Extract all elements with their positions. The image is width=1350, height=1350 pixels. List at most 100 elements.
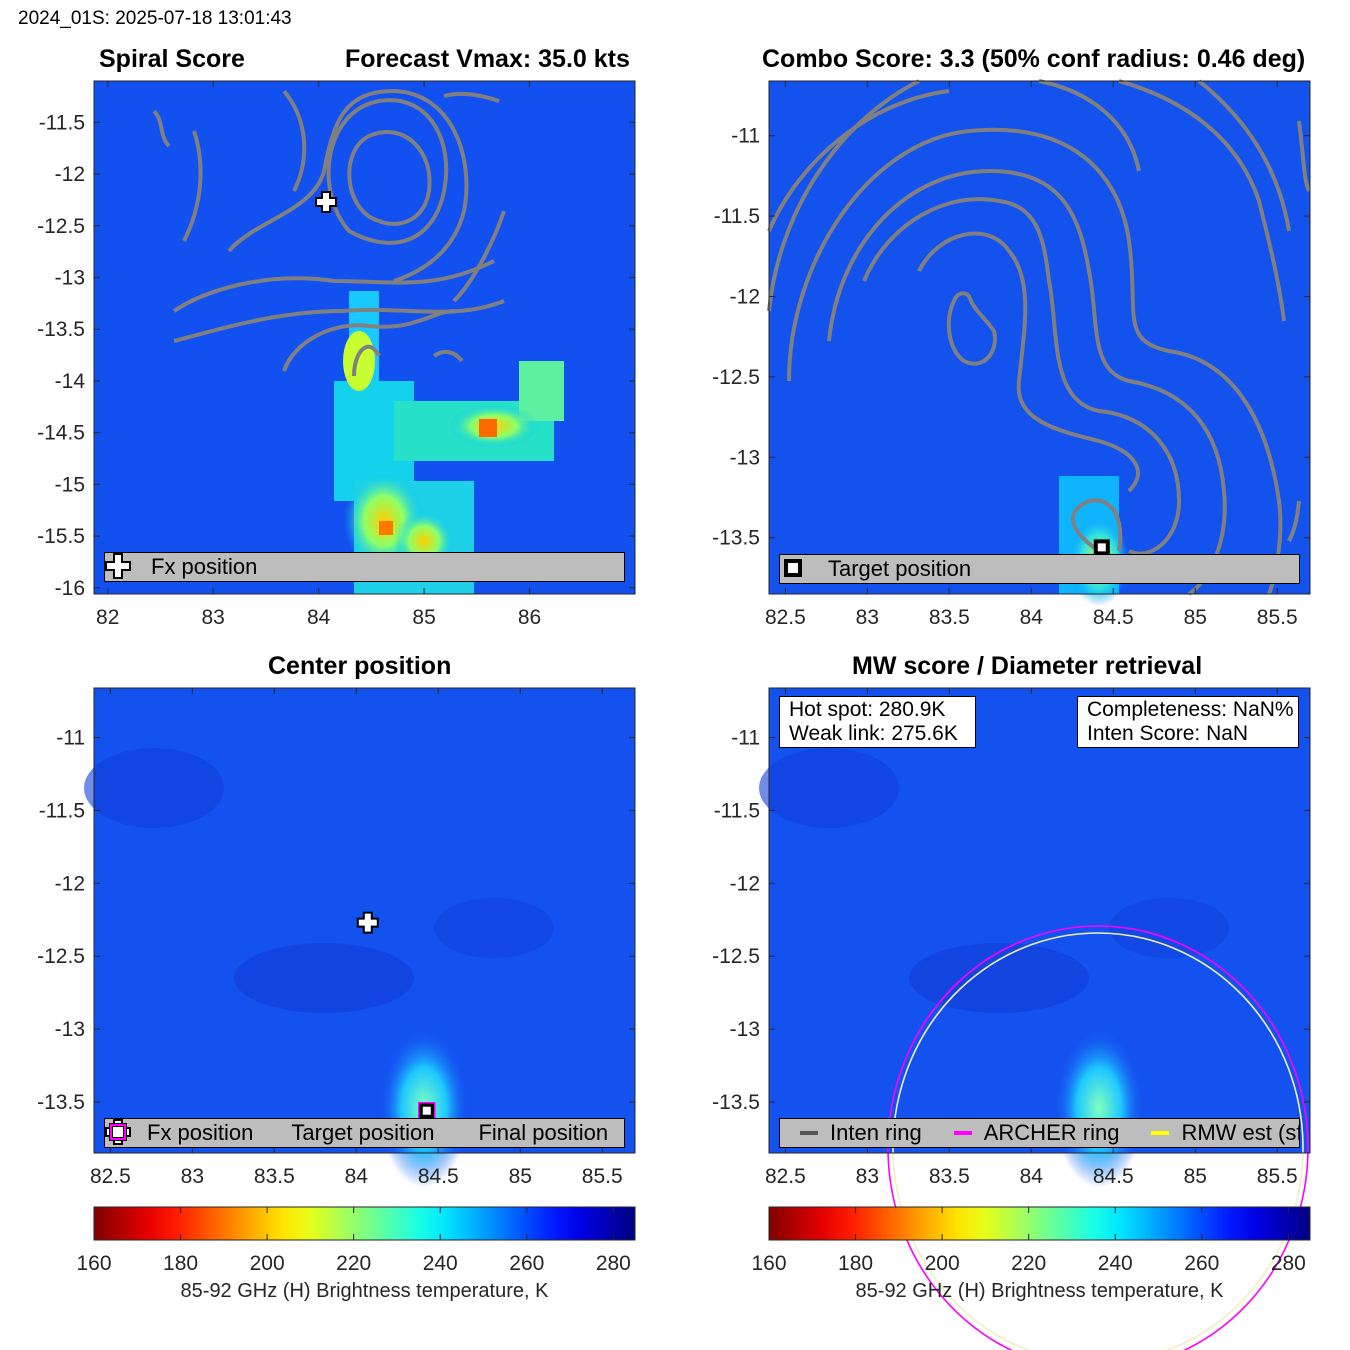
spiral-title-right: Forecast Vmax: 35.0 kts <box>345 45 630 73</box>
legend-entry-fx: Fx position <box>105 1119 254 1147</box>
combo-xtick-label: 84.5 <box>1093 606 1134 629</box>
mw-ytick-label: -12.5 <box>712 945 760 968</box>
combo-legend: Target position <box>779 554 1300 584</box>
colorbar-tick-label: 180 <box>163 1252 198 1275</box>
spiral-ytick-label: -11.5 <box>39 111 85 134</box>
mw-xtick-label: 85.5 <box>1257 1165 1298 1188</box>
combo-score-svg <box>767 79 1311 606</box>
mw-score-svg <box>759 688 1310 1350</box>
center-xtick-label: 82.5 <box>90 1165 131 1188</box>
mw-info-left: Hot spot: 280.9K Weak link: 275.6K <box>779 696 976 748</box>
combo-xtick-label: 83 <box>856 606 879 629</box>
center-ytick-label: -12 <box>55 872 85 895</box>
colorbar-tick-label: 260 <box>509 1252 544 1275</box>
combo-xtick-label: 84 <box>1020 606 1044 629</box>
colorbar-tick-label: 280 <box>596 1252 631 1275</box>
spiral-score-svg <box>94 81 635 594</box>
center-position-plot: Fx position Target position Final positi… <box>84 688 635 1188</box>
center-legend: Fx position Target position Final positi… <box>104 1118 625 1148</box>
center-ytick-label: -13.5 <box>37 1091 85 1114</box>
combo-title: Combo Score: 3.3 (50% conf radius: 0.46 … <box>762 45 1306 73</box>
cross-icon <box>105 553 145 581</box>
spiral-title-left: Spiral Score <box>99 45 245 73</box>
legend-label-target: Target position <box>291 1120 435 1145</box>
colorbar-tick-label: 280 <box>1271 1252 1306 1275</box>
spiral-ytick-label: -14.5 <box>37 422 85 445</box>
weak-link-text: Weak link: 275.6K <box>789 722 958 745</box>
legend-entry-rmw: RMW est (sfc) <box>1141 1120 1299 1146</box>
mw-ytick-label: -11 <box>731 727 760 750</box>
combo-ytick-label: -12 <box>730 285 760 308</box>
mw-ytick-label: -12 <box>730 872 760 895</box>
colorbar-tick-label: 240 <box>1098 1252 1133 1275</box>
mw-xtick-label: 84 <box>1020 1165 1044 1188</box>
center-title: Center position <box>268 652 452 680</box>
mw-xtick-label: 82.5 <box>765 1165 806 1188</box>
completeness-text: Completeness: NaN% <box>1087 698 1294 721</box>
colorbar-tick-label: 200 <box>250 1252 285 1275</box>
spiral-xtick-label: 84 <box>307 606 331 629</box>
colorbar-gradient <box>768 1206 1311 1241</box>
combo-ytick-label: -13.5 <box>712 527 760 550</box>
legend-entry-archer: ARCHER ring <box>944 1120 1120 1146</box>
magenta-square-icon <box>110 1119 472 1147</box>
combo-ytick-label: -12.5 <box>712 366 760 389</box>
square-icon <box>784 555 820 583</box>
center-position-svg <box>84 688 635 1188</box>
spiral-legend: Fx position <box>104 552 625 582</box>
combo-target-marker <box>1093 539 1110 556</box>
legend-label-rmw: RMW est (sfc) <box>1181 1120 1299 1145</box>
figure-header: 2024_01S: 2025-07-18 13:01:43 <box>18 8 292 29</box>
mw-xtick-label: 83 <box>856 1165 879 1188</box>
center-ytick-label: -13 <box>55 1018 85 1041</box>
center-xtick-label: 85 <box>509 1165 532 1188</box>
legend-label-target: Target position <box>828 556 972 581</box>
hot-spot-text: Hot spot: 280.9K <box>789 698 946 721</box>
mw-ytick-label: -13.5 <box>712 1091 760 1114</box>
mw-info-right: Completeness: NaN% Inten Score: NaN <box>1077 696 1299 748</box>
target-square-icon <box>1093 539 1110 556</box>
spiral-ytick-label: -15.5 <box>37 525 85 548</box>
combo-xtick-label: 85 <box>1184 606 1207 629</box>
colorbar-right: 160 180 200 220 240 260 280 <box>751 1206 1311 1275</box>
legend-label-final: Final position <box>478 1120 609 1145</box>
spiral-ytick-label: -14 <box>55 370 86 393</box>
center-ytick-label: -12.5 <box>37 945 85 968</box>
colorbar-gradient <box>93 1206 636 1241</box>
combo-ytick-label: -11 <box>731 125 760 148</box>
colorbar-tick-label: 260 <box>1184 1252 1219 1275</box>
legend-entry-target: Target position <box>784 555 972 583</box>
colorbar-svg: 160 180 200 220 240 260 280 <box>751 1206 1311 1275</box>
mw-xtick-label: 83.5 <box>929 1165 970 1188</box>
colorbar-tick-label: 160 <box>751 1252 786 1275</box>
spiral-ytick-label: -13.5 <box>37 318 85 341</box>
combo-ytick-label: -13 <box>730 446 760 469</box>
colorbar-tick-label: 220 <box>1011 1252 1046 1275</box>
mw-legend: Inten ring ARCHER ring RMW est (sfc) <box>779 1118 1300 1148</box>
legend-label-archer: ARCHER ring <box>983 1120 1120 1145</box>
center-xtick-label: 85.5 <box>582 1165 623 1188</box>
center-ytick-label: -11 <box>56 727 85 750</box>
center-xtick-label: 84 <box>345 1165 369 1188</box>
mw-score-plot: Hot spot: 280.9K Weak link: 275.6K Compl… <box>759 688 1310 1350</box>
center-xtick-label: 83 <box>181 1165 204 1188</box>
yellow-line-icon <box>1151 1131 1170 1135</box>
combo-score-plot: Target position <box>767 79 1311 606</box>
spiral-score-plot: Fx position <box>94 81 635 594</box>
colorbar-tick-label: 220 <box>336 1252 371 1275</box>
combo-xtick-label: 85.5 <box>1257 606 1298 629</box>
spiral-xtick-label: 83 <box>201 606 224 629</box>
center-target-marker <box>418 1101 436 1120</box>
legend-entry-target: Target position <box>109 1119 435 1147</box>
spiral-ytick-label: -15 <box>55 473 85 496</box>
legend-entry-inten: Inten ring <box>790 1120 922 1146</box>
colorbar-tick-label: 160 <box>76 1252 111 1275</box>
center-ytick-label: -11.5 <box>39 799 85 822</box>
square-icon <box>109 1119 291 1147</box>
legend-label-fx: Fx position <box>151 554 258 579</box>
colorbar-tick-label: 240 <box>423 1252 458 1275</box>
colorbar-left-label: 85-92 GHz (H) Brightness temperature, K <box>180 1280 549 1302</box>
mw-xtick-label: 85 <box>1184 1165 1207 1188</box>
legend-label-fx: Fx position <box>147 1120 254 1145</box>
colorbar-tick-label: 200 <box>925 1252 960 1275</box>
